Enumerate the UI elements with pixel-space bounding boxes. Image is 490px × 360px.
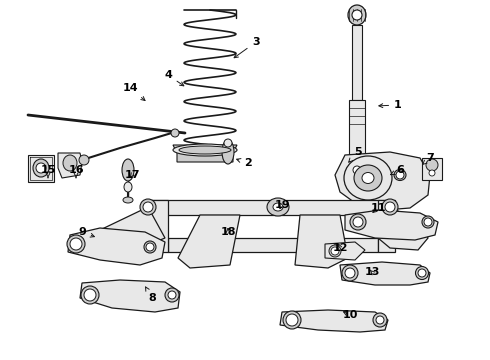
Ellipse shape	[267, 198, 289, 216]
Polygon shape	[148, 200, 390, 215]
Circle shape	[426, 159, 438, 171]
Circle shape	[376, 316, 384, 324]
Ellipse shape	[373, 313, 387, 327]
Ellipse shape	[122, 159, 134, 181]
Polygon shape	[28, 155, 54, 182]
Circle shape	[353, 217, 363, 227]
Ellipse shape	[123, 197, 133, 203]
Polygon shape	[349, 100, 365, 167]
Ellipse shape	[273, 203, 283, 211]
Ellipse shape	[347, 163, 367, 177]
Ellipse shape	[67, 235, 85, 253]
Ellipse shape	[124, 182, 132, 192]
Circle shape	[84, 289, 96, 301]
Polygon shape	[280, 310, 388, 332]
Ellipse shape	[350, 214, 366, 230]
Ellipse shape	[283, 311, 301, 329]
Polygon shape	[173, 145, 237, 162]
Ellipse shape	[422, 216, 434, 228]
Circle shape	[168, 291, 176, 299]
Ellipse shape	[354, 165, 382, 191]
Circle shape	[352, 10, 362, 20]
Ellipse shape	[33, 159, 49, 177]
Ellipse shape	[222, 140, 234, 164]
Ellipse shape	[394, 170, 406, 180]
Circle shape	[353, 166, 361, 174]
Ellipse shape	[329, 245, 341, 257]
Text: 9: 9	[78, 227, 95, 237]
Ellipse shape	[344, 156, 392, 200]
Text: 10: 10	[343, 310, 358, 320]
Polygon shape	[295, 215, 348, 268]
Text: 14: 14	[122, 83, 145, 100]
Polygon shape	[378, 200, 395, 252]
Circle shape	[345, 268, 355, 278]
Polygon shape	[340, 262, 430, 285]
Ellipse shape	[79, 155, 89, 165]
Ellipse shape	[179, 146, 231, 154]
Text: 11: 11	[370, 203, 386, 213]
Circle shape	[418, 269, 426, 277]
Polygon shape	[88, 207, 165, 258]
Circle shape	[146, 243, 154, 251]
Text: 17: 17	[124, 170, 140, 180]
Text: 5: 5	[349, 147, 362, 162]
Polygon shape	[325, 242, 365, 260]
Polygon shape	[422, 158, 442, 180]
Ellipse shape	[416, 266, 428, 279]
Text: 1: 1	[379, 100, 402, 110]
Text: 2: 2	[237, 158, 252, 168]
Polygon shape	[178, 215, 240, 268]
Polygon shape	[335, 152, 430, 210]
Text: 12: 12	[332, 243, 348, 253]
Circle shape	[429, 170, 435, 176]
Polygon shape	[68, 228, 165, 265]
Text: 6: 6	[391, 165, 404, 175]
Ellipse shape	[81, 286, 99, 304]
Ellipse shape	[342, 265, 358, 281]
Ellipse shape	[144, 241, 156, 253]
Text: 4: 4	[164, 70, 184, 86]
Text: 3: 3	[234, 37, 260, 58]
Ellipse shape	[224, 139, 232, 147]
Text: 15: 15	[40, 165, 56, 178]
Ellipse shape	[382, 199, 398, 215]
Ellipse shape	[362, 172, 374, 184]
Polygon shape	[378, 207, 428, 250]
Ellipse shape	[348, 5, 366, 25]
Polygon shape	[352, 25, 362, 100]
Circle shape	[385, 202, 395, 212]
Ellipse shape	[165, 288, 179, 302]
Text: 7: 7	[423, 153, 434, 164]
Circle shape	[424, 218, 432, 226]
Circle shape	[70, 238, 82, 250]
Text: 16: 16	[68, 165, 84, 178]
Circle shape	[143, 202, 153, 212]
Polygon shape	[58, 153, 82, 178]
Circle shape	[36, 163, 46, 173]
Text: 13: 13	[364, 267, 380, 277]
Circle shape	[286, 314, 298, 326]
Polygon shape	[168, 238, 378, 252]
Text: 8: 8	[146, 287, 156, 303]
Circle shape	[331, 247, 339, 255]
Text: 18: 18	[220, 227, 236, 237]
Ellipse shape	[140, 199, 156, 215]
Ellipse shape	[63, 155, 77, 171]
Text: 19: 19	[274, 200, 290, 210]
Polygon shape	[148, 200, 168, 252]
Circle shape	[396, 171, 404, 179]
Ellipse shape	[173, 144, 237, 156]
Polygon shape	[80, 280, 180, 312]
Polygon shape	[345, 210, 438, 240]
Ellipse shape	[171, 129, 179, 137]
